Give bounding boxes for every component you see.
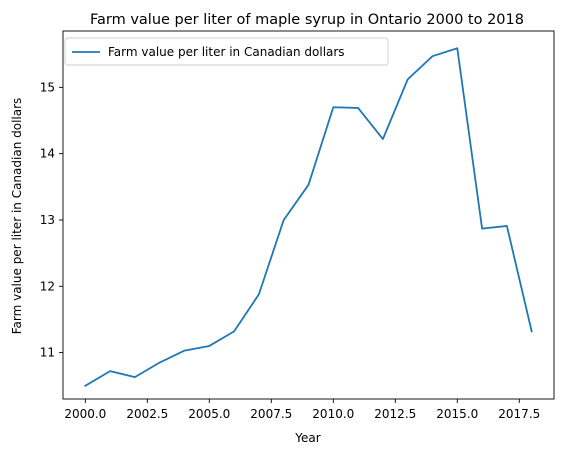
axes-frame bbox=[62, 30, 555, 400]
x-tick-label: 2005.0 bbox=[188, 407, 230, 421]
x-tick-label: 2002.5 bbox=[126, 407, 168, 421]
x-tick-label: 2015.0 bbox=[436, 407, 478, 421]
legend-box bbox=[64, 37, 389, 66]
y-tick-label: 15 bbox=[40, 80, 55, 94]
y-tick-label: 14 bbox=[40, 147, 55, 161]
x-tick-label: 2000.0 bbox=[64, 407, 106, 421]
series-layer bbox=[84, 47, 533, 387]
legend: Farm value per liter in Canadian dollars bbox=[64, 37, 389, 66]
x-tick-label: 2012.5 bbox=[374, 407, 416, 421]
y-axis: 11 12 13 14 15 bbox=[40, 80, 63, 360]
chart-title: Farm value per liter of maple syrup in O… bbox=[90, 12, 524, 28]
plot-area: 2000.0 2002.5 2005.0 2007.5 2010.0 2012.5 2015… bbox=[40, 30, 555, 421]
y-tick-label: 12 bbox=[40, 279, 55, 293]
series-line bbox=[84, 47, 533, 387]
x-tick-label: 2007.5 bbox=[250, 407, 292, 421]
x-axis: 2000.0 2002.5 2005.0 2007.5 2010.0 2012.5 2015… bbox=[64, 399, 540, 421]
y-axis-label: Farm value per liter in Canadian dollars bbox=[10, 98, 24, 335]
x-axis-label: Year bbox=[294, 431, 320, 445]
x-tick-label: 2017.5 bbox=[498, 407, 540, 421]
x-tick-label: 2010.0 bbox=[312, 407, 354, 421]
y-tick-label: 11 bbox=[40, 346, 55, 360]
y-tick-label: 13 bbox=[40, 213, 55, 227]
legend-label: Farm value per liter in Canadian dollars bbox=[108, 45, 345, 59]
